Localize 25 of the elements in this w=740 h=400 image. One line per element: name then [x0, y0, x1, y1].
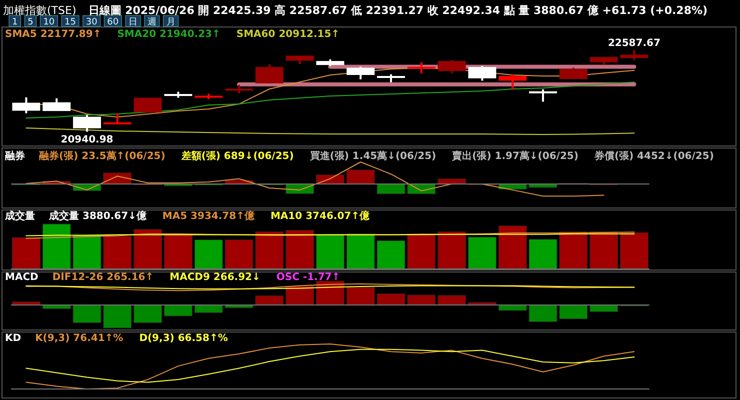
text: SMA60 20912.15↑ [236, 29, 340, 40]
annotation: 20940.98 [60, 134, 114, 146]
chart-subtitle: 日線圖 2025/06/26 開 22425.39 高 22587.67 低 22391.27 收 22492.34 點 量 3880.67 億 +61.73 (+0.28%) [88, 4, 708, 17]
text: SMA5 22177.89↑ [5, 29, 102, 40]
series-label: OSC -1.77↑ [276, 272, 340, 283]
series-label: MA10 3746.07↑億 [270, 210, 370, 222]
chart-title: 加權指數(TSE) [3, 4, 76, 17]
annotation: 券償(張) 4452↓(06/25) [593, 150, 714, 162]
period-buttons: 1 5 10 15 30 60 日 週 月 [8, 15, 179, 28]
text: SMA20 21940.23↑ [117, 29, 220, 40]
annotation: 22587.67 [608, 38, 660, 49]
series-label: DIF12-26 265.16↑ [52, 272, 154, 283]
series-label: MACD9 266.92↓ [170, 272, 260, 283]
series-label: 成交量 3880.67↓億 [48, 210, 148, 222]
text: 融券(張) 23.5萬↑(06/25) [39, 150, 166, 162]
text: D(9,3) 66.58↑% [139, 333, 228, 344]
text: K(9,3) 76.41↑% [35, 333, 124, 344]
chart-title: 成交量 [4, 210, 35, 222]
annotation: 賣出(張) 1.97萬↓(06/25) [451, 150, 578, 162]
chart-title: MACD [5, 272, 38, 283]
chart-title: 融券 [5, 150, 26, 162]
annotation: 買進(張) 1.45萬↓(06/25) [308, 150, 436, 162]
chart-title: KD [5, 333, 22, 344]
series-label: MA5 3934.78↑億 [162, 210, 256, 222]
text: 差額(張) 689↓(06/25) [180, 150, 294, 162]
